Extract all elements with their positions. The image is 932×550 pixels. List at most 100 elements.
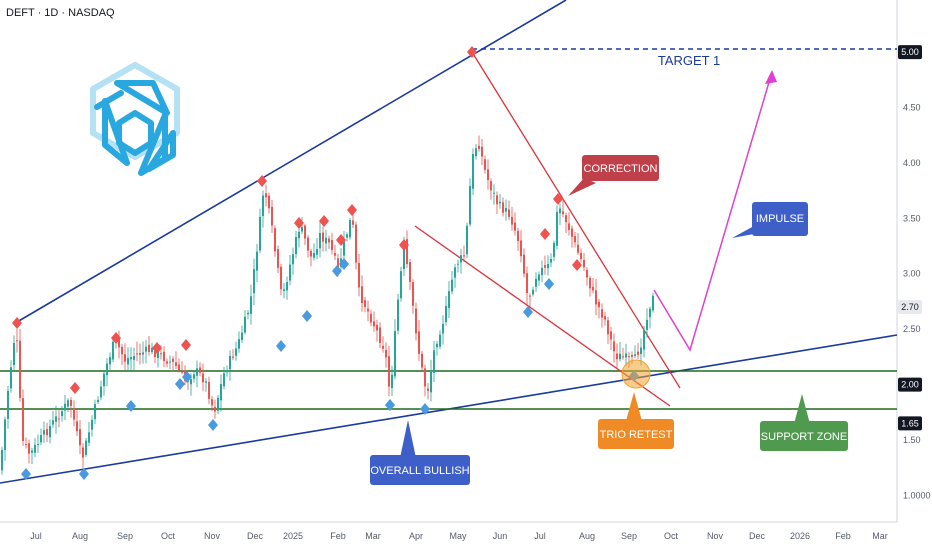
swing-high-marker xyxy=(111,332,121,344)
candle-body xyxy=(214,406,216,412)
candle-body xyxy=(250,296,252,314)
candle-body xyxy=(568,223,570,231)
candle-body xyxy=(601,309,603,318)
candle-body xyxy=(226,370,228,373)
candle-body xyxy=(598,301,600,308)
candle-body xyxy=(412,282,414,306)
x-tick-label: Jul xyxy=(534,531,546,541)
swing-low-marker xyxy=(339,258,349,270)
candle-body xyxy=(58,418,60,420)
candle-body xyxy=(517,230,519,242)
candle-body xyxy=(259,216,261,251)
candle-body xyxy=(622,356,624,358)
price-axis-ticks: 4.50 4.00 3.50 3.00 2.50 1.50 1.0000 xyxy=(903,103,931,501)
candle-body xyxy=(289,264,291,281)
candle-body xyxy=(355,224,357,263)
candle-body xyxy=(241,332,243,341)
x-tick-label: Sep xyxy=(621,531,637,541)
candle-body xyxy=(325,237,327,244)
candle-body xyxy=(361,286,363,304)
price-tag xyxy=(898,416,922,431)
swing-low-marker xyxy=(302,310,312,322)
candle-body xyxy=(157,350,159,359)
swing-low-marker xyxy=(208,419,218,431)
candle-body xyxy=(283,289,285,292)
swing-low-marker xyxy=(126,400,136,412)
candle-body xyxy=(508,209,510,217)
candle-body xyxy=(268,195,270,209)
candle-body xyxy=(436,343,438,348)
x-tick-label: May xyxy=(449,531,467,541)
candle-body xyxy=(169,361,171,363)
y-tick-label: 2.50 xyxy=(903,324,921,334)
price-tag xyxy=(898,377,922,392)
candle-body xyxy=(592,286,594,291)
price-tag xyxy=(898,45,922,60)
candle-body xyxy=(628,356,630,358)
candle-body xyxy=(391,374,393,389)
candle-body xyxy=(466,225,468,255)
candle-body xyxy=(586,269,588,278)
candle-body xyxy=(631,354,633,357)
candle-body xyxy=(265,193,267,198)
candle-body xyxy=(55,416,57,422)
candle-body xyxy=(565,215,567,223)
swing-high-marker xyxy=(553,193,563,205)
price-tag-label: 1.65 xyxy=(901,418,919,428)
candle-body xyxy=(181,371,183,373)
symbol-header: DEFT · 1D · NASDAQ xyxy=(6,7,115,19)
candle-body xyxy=(238,339,240,349)
candle-body xyxy=(382,345,384,349)
swing-high-marker xyxy=(336,234,346,246)
candle-body xyxy=(118,338,120,348)
candle-body xyxy=(112,341,114,360)
candle-body xyxy=(541,267,543,276)
x-tick-label: 2025 xyxy=(283,531,303,541)
swing-low-marker xyxy=(544,278,554,290)
candle-body xyxy=(40,435,42,443)
candle-body xyxy=(28,443,30,454)
candle-body xyxy=(25,443,27,445)
correction-callout: CORRECTION xyxy=(568,155,659,196)
x-tick-label: Feb xyxy=(835,531,851,541)
candle-body xyxy=(475,148,477,157)
candle-body xyxy=(91,419,93,430)
candle-body xyxy=(574,235,576,243)
swing-high-marker xyxy=(572,259,582,271)
candle-body xyxy=(304,225,306,239)
candle-body xyxy=(349,220,351,238)
y-tick-label: 4.00 xyxy=(903,158,921,168)
candle-body xyxy=(253,269,255,294)
candle-body xyxy=(37,444,39,446)
x-tick-label: Dec xyxy=(749,531,766,541)
swing-low-marker xyxy=(182,371,192,383)
candle-body xyxy=(469,186,471,225)
support-zone-callout: SUPPORT ZONE xyxy=(760,394,848,451)
swing-high-marker xyxy=(12,317,22,329)
candle-body xyxy=(343,240,345,256)
candle-body xyxy=(373,321,375,327)
candles xyxy=(1,135,654,475)
candle-body xyxy=(31,450,33,453)
candle-body xyxy=(514,222,516,231)
candle-body xyxy=(307,237,309,251)
candle-body xyxy=(439,334,441,347)
candle-body xyxy=(262,195,264,217)
candle-body xyxy=(487,169,489,181)
x-tick-label: Jul xyxy=(30,531,42,541)
swing-high-marker xyxy=(319,215,329,227)
candle-body xyxy=(523,254,525,274)
candle-body xyxy=(154,348,156,358)
trio-retest-circle xyxy=(621,359,651,389)
candle-body xyxy=(124,354,126,362)
correction-label: CORRECTION xyxy=(584,163,658,175)
candle-body xyxy=(403,241,405,270)
candle-body xyxy=(205,381,207,383)
brand-logo xyxy=(90,62,180,176)
swing-low-marker xyxy=(385,399,395,411)
candle-body xyxy=(313,253,315,258)
candle-body xyxy=(301,226,303,232)
swing-high-marker xyxy=(181,339,191,351)
candle-body xyxy=(337,258,339,268)
